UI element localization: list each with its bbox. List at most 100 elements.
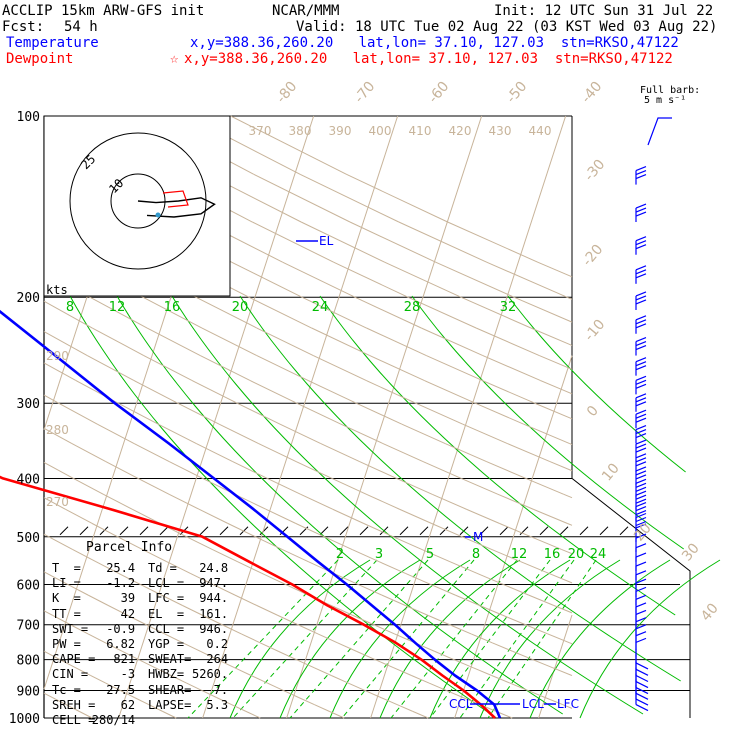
wind-barb-flag [635, 510, 647, 516]
mixing-ratio-label: 16 [544, 547, 561, 562]
dry-adiabat-segment [133, 443, 170, 463]
dry-adiabat-segment [525, 477, 564, 495]
isotherm-line [370, 115, 567, 719]
dry-adiabat-segment [349, 221, 437, 263]
pressure-tick-label: 100 [17, 110, 40, 125]
green-isotherm-label: 16 [164, 300, 181, 315]
dry-adiabat-segment [140, 584, 162, 596]
dry-adiabat-segment [331, 675, 349, 684]
dry-adiabat-segment [97, 423, 135, 444]
dry-adiabat-segment [499, 522, 532, 538]
dry-adiabat-segment [103, 493, 133, 510]
dry-adiabat-segment [346, 173, 448, 223]
wind-barb-flag [635, 494, 647, 500]
wind-barb-flag [635, 466, 647, 472]
dry-adiabat-segment [366, 327, 427, 357]
green-isotherm-curve [411, 295, 684, 550]
dry-adiabat-segment [313, 355, 367, 381]
dry-adiabat-segment [212, 583, 236, 596]
dry-adiabat-segment [298, 697, 315, 706]
isotherm-label: -40 [578, 79, 605, 107]
dry-adiabat-segment [320, 443, 360, 463]
isotherm-line [202, 115, 399, 719]
dry-adiabat-segment [95, 561, 119, 574]
pressure-tick-label: 400 [17, 472, 40, 487]
dry-adiabat-segment [252, 221, 335, 263]
wind-barb-flag [635, 265, 647, 271]
wind-barb [635, 375, 647, 395]
dry-adiabat-segment [356, 650, 376, 661]
green-isotherm-curve [507, 295, 686, 473]
dry-adiabat-segment [198, 508, 228, 524]
dry-adiabat-segment [248, 296, 312, 329]
dry-adiabat-segment [300, 221, 386, 263]
dry-adiabat-segment [164, 633, 183, 644]
dry-adiabat-segment [267, 682, 284, 691]
dry-adiabat-segment [105, 642, 123, 652]
dry-adiabat-segment [431, 522, 463, 538]
theta-left-label: 280 [46, 423, 69, 437]
wind-barb-flag [635, 704, 649, 712]
hatch-mark [479, 526, 489, 536]
dry-adiabat-segment [43, 533, 50, 538]
dry-adiabat-segment [43, 427, 73, 444]
dry-adiabat-segment [146, 624, 165, 635]
parcel-value: 5.3 [206, 697, 229, 712]
dry-adiabat-segment [430, 583, 456, 596]
dry-adiabat-segment [87, 594, 109, 606]
dry-adiabat-segment [218, 423, 259, 444]
parcel-value: 62 [120, 697, 136, 712]
isotherm-label: -60 [425, 79, 452, 107]
wind-barb-flag [635, 291, 647, 297]
dry-adiabat-segment [313, 667, 332, 676]
parcel-value: -1.2 [106, 576, 136, 591]
green-isotherm-label: 12 [109, 300, 126, 315]
wind-barb-flag [635, 244, 647, 250]
wind-barb [635, 502, 647, 521]
dry-adiabat-segment [231, 704, 247, 712]
wind-barb [635, 424, 647, 444]
dry-adiabat-segment [356, 402, 403, 425]
dry-adiabat-segment [307, 380, 357, 404]
dry-adiabat-segment [148, 704, 163, 712]
wind-barb-flag [635, 523, 647, 529]
dry-adiabat-segment [168, 493, 200, 510]
dry-adiabat-segment [479, 604, 503, 616]
wind-barb-flag [635, 424, 647, 431]
valid-time: Valid: 18 UTC Tue 02 Aug 22 (03 KST Wed … [296, 19, 718, 35]
wind-barb-flag [635, 609, 647, 616]
parcel-key: LAPSE= [148, 697, 192, 712]
dry-adiabat-segment [375, 659, 394, 669]
dry-adiabat-segment [486, 461, 527, 479]
parcel-value: 24.8 [199, 561, 229, 575]
dry-adiabat-segment [166, 561, 191, 574]
wind-barb-flag [635, 668, 649, 676]
dry-adiabat-segment [301, 296, 367, 329]
mixing-ratio-line [187, 559, 339, 719]
dry-adiabat-segment [120, 690, 135, 699]
dry-adiabat-segment [71, 443, 106, 463]
dry-adiabat-segment [482, 380, 536, 404]
isotherm-line [286, 115, 483, 719]
dry-adiabat-segment [455, 594, 480, 606]
dry-adiabat-segment [446, 689, 464, 699]
dry-adiabat-segment [70, 624, 89, 635]
isotherm-label: -10 [581, 317, 608, 345]
green-isotherm-label: 8 [66, 300, 74, 315]
dry-adiabat-segment [434, 650, 455, 661]
isotherm-line [538, 614, 573, 719]
dry-adiabat-segment [117, 536, 143, 550]
green-isotherm-label: 28 [404, 300, 421, 315]
level-label-lfc: LFC [557, 697, 579, 711]
dry-adiabat-segment [401, 423, 446, 444]
dry-adiabat-segment [133, 380, 178, 404]
dry-adiabat-segment [404, 604, 428, 616]
dry-adiabat-segment [43, 300, 93, 329]
dry-adiabat-segment [533, 508, 568, 524]
dry-adiabat-segment [421, 549, 451, 563]
isotherm-label: 0 [584, 403, 602, 420]
dry-adiabat-segment [134, 697, 149, 706]
wind-barb-flag [635, 561, 647, 567]
green-isotherm-curve [69, 295, 491, 715]
